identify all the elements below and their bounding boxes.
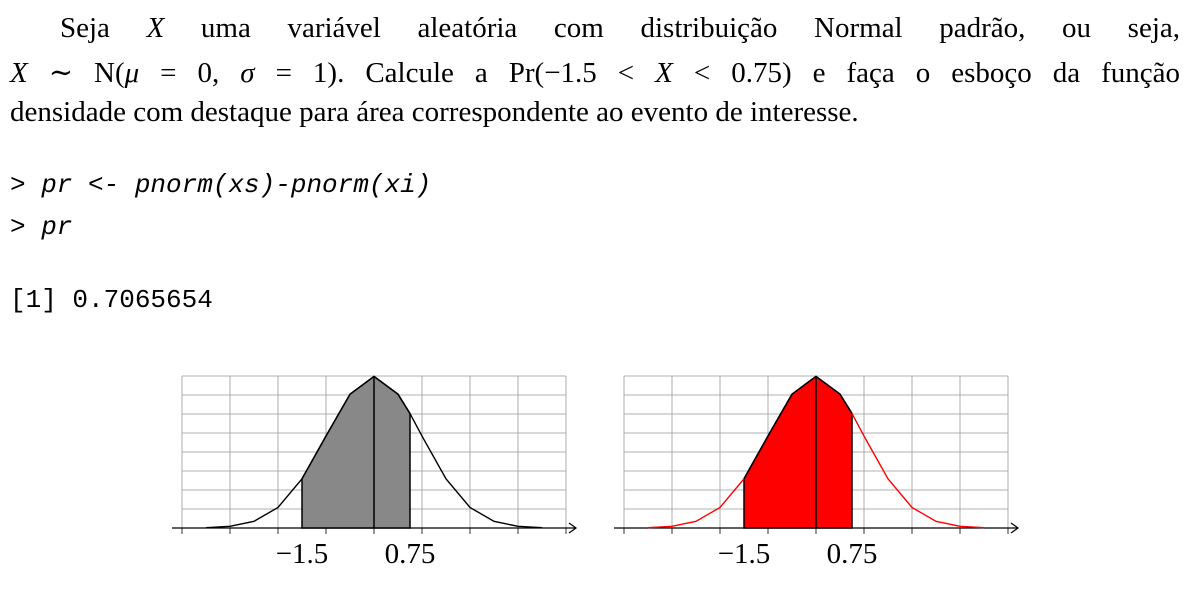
x-tick-label: 0.75 <box>385 538 436 570</box>
text-line: X ∼ N(μ = 0, σ = 1). Calcule a Pr(−1.5 <… <box>10 55 1180 90</box>
text-line: densidade com destaque para área corresp… <box>10 96 1180 129</box>
text-span: Seja <box>60 12 147 44</box>
text-line: Seja X uma variável aleatória com distri… <box>60 12 1180 45</box>
x-tick-label: 0.75 <box>827 538 878 570</box>
axis-arrow <box>568 522 578 534</box>
axis-arrow <box>1010 522 1020 534</box>
text-span: X <box>10 57 28 89</box>
text-span: X <box>655 57 673 89</box>
text-span: μ <box>124 57 140 89</box>
text-span: ∼ N( <box>27 57 125 89</box>
text-span: < 0.75) e faça o esboço da função <box>672 57 1181 89</box>
x-tick-label: −1.5 <box>718 538 771 570</box>
text-span: = 1). Calcule a Pr(−1.5 < <box>254 57 656 89</box>
code-line: > pr <box>10 212 73 242</box>
text-span: densidade com destaque para área corresp… <box>10 96 859 128</box>
shaded-area <box>301 375 411 529</box>
density-curve <box>205 375 543 529</box>
text-span: = 0, <box>139 57 241 89</box>
x-tick-label: −1.5 <box>276 538 329 570</box>
text-span: uma variável aleatória com distribuição … <box>164 12 1180 44</box>
shade-top <box>743 375 853 480</box>
text-span: X <box>146 12 165 44</box>
output: [1] 0.7065654 <box>10 285 213 315</box>
shaded-area <box>743 375 853 529</box>
text-span: σ <box>240 57 255 89</box>
code-line: > pr <- pnorm(xs)-pnorm(xi) <box>10 170 432 200</box>
